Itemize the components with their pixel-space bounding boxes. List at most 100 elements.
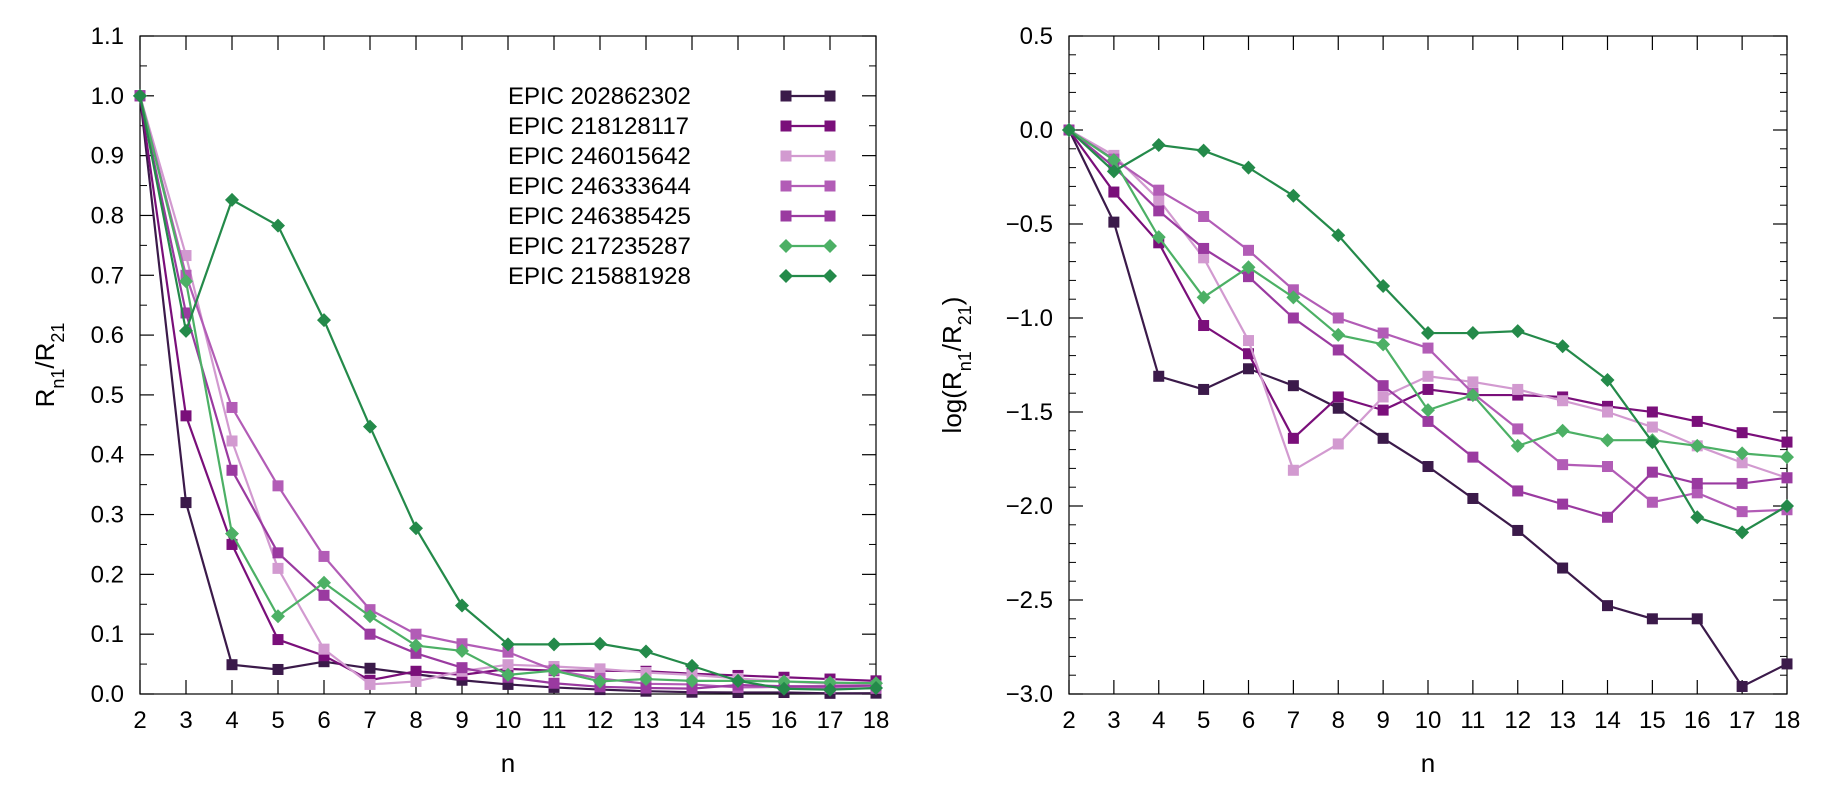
legend-entry-label: EPIC 215881928 [508, 263, 691, 290]
data-point [1332, 402, 1344, 414]
data-point [1467, 492, 1479, 504]
data-point [1467, 451, 1479, 463]
data-point [1331, 228, 1346, 243]
data-point [179, 323, 193, 338]
data-point [1286, 290, 1301, 305]
data-point [271, 218, 285, 233]
y-tick-label: 0.3 [91, 502, 124, 529]
data-point [1510, 324, 1525, 339]
series-epic-215881928 [133, 88, 883, 697]
data-point [1512, 423, 1524, 435]
data-point [1645, 435, 1660, 450]
data-point [271, 609, 285, 624]
data-point [593, 674, 607, 689]
data-point [1512, 524, 1524, 536]
data-point [1198, 210, 1210, 222]
data-point [548, 677, 560, 689]
x-tick-label: 9 [455, 707, 468, 734]
data-point [1243, 271, 1254, 283]
data-point [456, 638, 468, 650]
x-tick-label: 2 [1062, 707, 1075, 734]
data-point [455, 598, 469, 613]
data-point [1781, 658, 1793, 670]
x-tick-label: 5 [271, 707, 284, 734]
data-point [1287, 380, 1299, 392]
legend-marker [824, 180, 836, 192]
data-point [180, 410, 192, 422]
y-tick-label: 0.0 [1020, 117, 1053, 144]
data-point [363, 609, 377, 624]
x-tick-label: 14 [1594, 707, 1621, 734]
series-epic-218128117 [1063, 124, 1793, 448]
data-point [1512, 485, 1524, 497]
x-axis-label: n [1421, 748, 1435, 778]
data-point [318, 643, 330, 655]
data-point [640, 682, 652, 694]
data-point [1555, 339, 1570, 354]
data-point [1422, 383, 1434, 395]
data-point [409, 638, 423, 653]
data-point [1646, 421, 1658, 433]
y-tick-label: 1.1 [91, 23, 124, 50]
data-point [1198, 383, 1210, 395]
legend-marker [780, 120, 792, 132]
data-point [502, 646, 514, 658]
data-point [318, 650, 330, 662]
x-tick-label: 16 [1684, 707, 1711, 734]
data-point [1377, 404, 1389, 416]
x-tick-label: 17 [817, 707, 844, 734]
x-tick-label: 15 [1639, 707, 1666, 734]
x-tick-label: 14 [679, 707, 706, 734]
x-tick-label: 18 [1774, 707, 1801, 734]
data-point [318, 550, 330, 562]
left-chart-panel: 2 3 4 5 6 7 8 9 10 11 12 13 14 15 16 17 18 0.0 0.1 0.2 0.3 0.… [30, 23, 889, 778]
data-point [1735, 525, 1750, 540]
data-point [180, 307, 192, 319]
data-point [547, 663, 561, 678]
data-point [1422, 370, 1434, 382]
data-point [1108, 186, 1120, 198]
legend-entry-label: EPIC 246333644 [508, 173, 691, 200]
data-point [410, 628, 422, 640]
data-point [317, 575, 331, 590]
data-point [1465, 388, 1480, 403]
y-tick-label: 0.7 [91, 262, 124, 289]
data-point [1646, 496, 1658, 508]
data-point [410, 675, 422, 687]
data-point [1106, 164, 1121, 179]
data-point [1243, 244, 1254, 256]
data-point [1108, 216, 1120, 228]
data-point [225, 192, 239, 207]
data-point [869, 681, 883, 696]
data-point [318, 589, 330, 601]
x-tick-label: 12 [587, 707, 614, 734]
data-point [502, 659, 514, 671]
data-point [1555, 423, 1570, 438]
legend-marker [824, 90, 836, 102]
data-point [1287, 464, 1299, 476]
x-tick-label: 11 [1460, 707, 1485, 734]
data-point [1421, 326, 1435, 341]
data-point [1153, 205, 1165, 217]
y-tick-label: −2.0 [1006, 493, 1053, 520]
data-point [1690, 510, 1705, 525]
data-point [226, 401, 238, 413]
data-point [410, 665, 422, 677]
legend-marker [823, 269, 837, 283]
data-point [1557, 459, 1569, 471]
x-tick-label: 11 [542, 707, 567, 734]
data-point [1510, 438, 1525, 453]
data-point [1106, 153, 1121, 168]
data-point [1421, 403, 1435, 418]
data-point [1736, 457, 1748, 469]
data-point [1376, 337, 1391, 352]
data-point [455, 643, 469, 658]
data-point [1287, 432, 1299, 444]
legend-marker [824, 150, 836, 162]
legend-marker [824, 210, 836, 222]
series-line [1068, 129, 1788, 519]
data-point [823, 675, 837, 690]
data-point [226, 538, 238, 550]
data-point [1736, 427, 1748, 439]
plot-frame [1068, 35, 1788, 695]
